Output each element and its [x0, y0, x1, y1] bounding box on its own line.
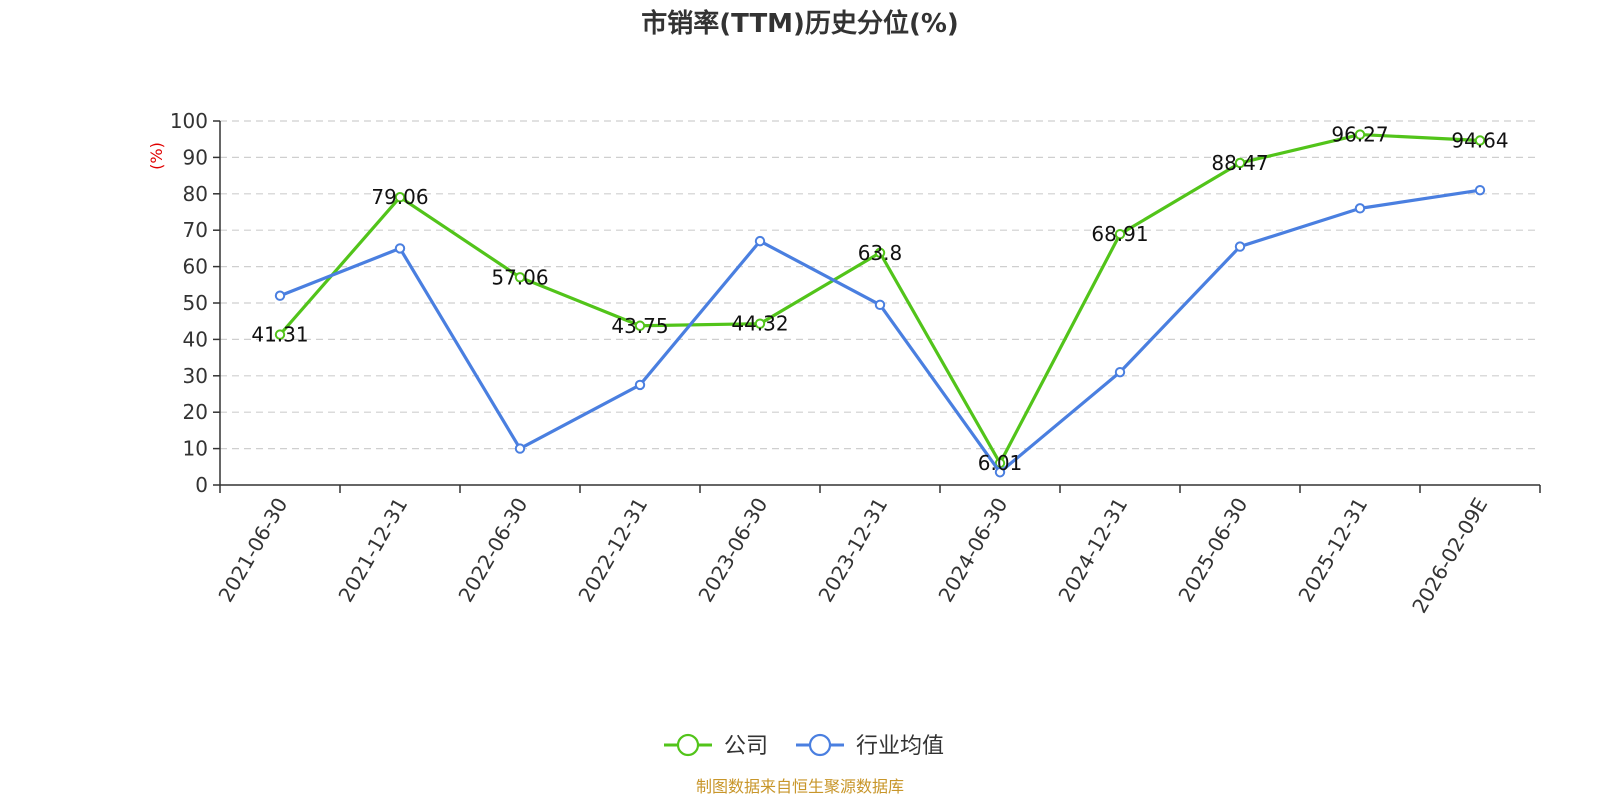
data-point[interactable]	[634, 320, 646, 331]
y-tick-label: 20	[183, 400, 208, 424]
data-point[interactable]	[394, 192, 406, 203]
y-axis-label: (%)	[147, 142, 166, 170]
legend-label: 行业均值	[856, 734, 944, 759]
y-tick-label: 0	[195, 473, 208, 497]
data-point[interactable]	[274, 290, 286, 301]
x-tick-label: 2024-12-31	[1053, 494, 1132, 607]
y-tick-label: 30	[183, 364, 208, 388]
x-tick-label: 2025-06-30	[1173, 494, 1252, 607]
data-labels: 41.31 79.06 57.06 43.75 44.32 63.8 6.01 68.91 88…	[251, 123, 1508, 476]
y-tick-label: 50	[183, 291, 208, 315]
data-point[interactable]	[754, 318, 766, 329]
x-tick-label: 2023-06-30	[693, 494, 772, 607]
data-point[interactable]	[634, 379, 646, 391]
data-label: 79.06	[371, 185, 428, 209]
data-point[interactable]	[514, 272, 526, 283]
legend-marker	[808, 733, 832, 757]
x-tick-label: 2025-12-31	[1293, 494, 1372, 607]
data-label: 96.27	[1331, 123, 1388, 147]
series-line-1	[279, 188, 1481, 474]
data-point[interactable]	[874, 247, 886, 258]
data-label: 43.75	[611, 314, 668, 338]
data-point[interactable]	[994, 467, 1006, 478]
data-point[interactable]	[514, 443, 526, 454]
legend-label: 公司	[724, 734, 768, 759]
x-tick-label: 2026-02-09E	[1407, 494, 1492, 618]
data-point[interactable]	[1114, 366, 1126, 378]
data-point[interactable]	[1234, 241, 1246, 252]
x-tick-label: 2021-12-31	[333, 494, 412, 607]
data-point[interactable]	[874, 299, 886, 311]
y-tick-label: 60	[183, 255, 208, 279]
y-tick-label: 80	[183, 182, 208, 206]
data-point[interactable]	[1474, 184, 1486, 196]
x-tick-label: 2023-12-31	[813, 494, 892, 607]
data-label: 41.31	[251, 323, 308, 347]
data-label: 88.47	[1211, 151, 1268, 175]
y-tick-label: 10	[183, 437, 208, 461]
y-tick-label: 90	[183, 145, 208, 169]
data-point[interactable]	[394, 243, 406, 254]
chart-title: 市销率(TTM)历史分位(%)	[641, 8, 959, 39]
x-tick-label: 2021-06-30	[213, 494, 292, 607]
data-label: 68.91	[1091, 222, 1148, 246]
data-label: 57.06	[491, 265, 548, 289]
legend-marker	[676, 733, 700, 757]
data-point[interactable]	[1354, 129, 1366, 140]
y-tick-label: 40	[183, 327, 208, 351]
y-tick-label: 100	[170, 109, 208, 133]
legend-item-1[interactable]: 行业均值	[796, 733, 944, 759]
data-label: 94.64	[1451, 129, 1508, 153]
data-point[interactable]	[1474, 135, 1486, 146]
x-tick-label: 2024-06-30	[933, 494, 1012, 607]
series-line-0	[278, 132, 1481, 465]
data-label: 63.8	[858, 241, 903, 265]
data-point[interactable]	[754, 235, 766, 247]
data-point[interactable]	[1114, 228, 1126, 240]
x-tick-label: 2022-06-30	[453, 494, 532, 607]
series-lines	[274, 129, 1486, 478]
legend: 公司 行业均值	[664, 733, 944, 759]
legend-item-0[interactable]: 公司	[664, 733, 768, 759]
data-point[interactable]	[1234, 157, 1246, 169]
source-note: 制图数据来自恒生聚源数据库	[696, 777, 904, 796]
data-label: 44.32	[731, 312, 788, 336]
data-point[interactable]	[1354, 203, 1366, 214]
grid-lines	[220, 120, 1540, 450]
data-point[interactable]	[274, 329, 286, 340]
data-label: 6.01	[978, 451, 1023, 475]
y-tick-label: 70	[183, 218, 208, 242]
x-tick-label: 2022-12-31	[573, 494, 652, 607]
